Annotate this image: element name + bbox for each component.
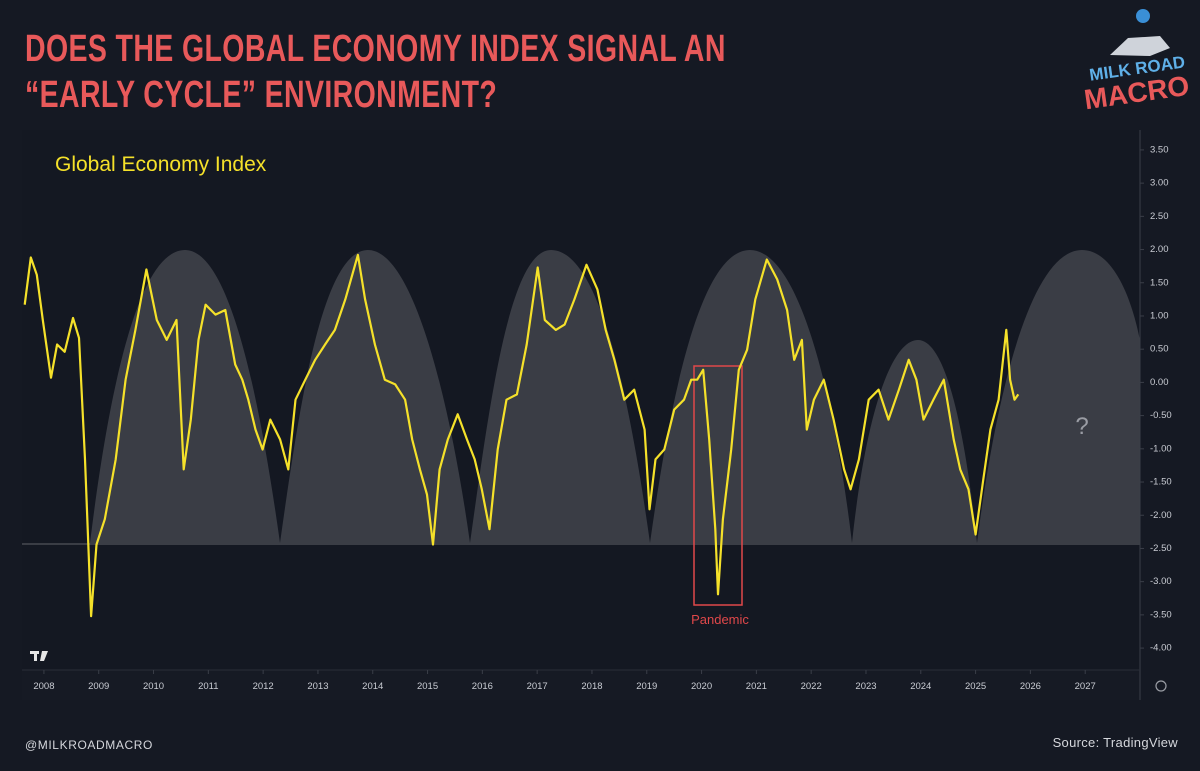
- y-tick-label: 2.00: [1150, 244, 1169, 255]
- x-tick-label: 2011: [198, 681, 218, 692]
- chart-title: DOES THE GLOBAL ECONOMY INDEX SIGNAL AN …: [25, 28, 726, 116]
- y-tick-label: -3.00: [1150, 576, 1172, 587]
- x-axis-band: [22, 670, 1140, 700]
- x-tick-label: 2024: [910, 681, 931, 692]
- x-tick-label: 2021: [746, 681, 767, 692]
- x-tick-label: 2012: [253, 681, 274, 692]
- logo: MILK ROAD MACRO: [1082, 9, 1191, 115]
- x-tick-label: 2013: [307, 681, 328, 692]
- x-tick-label: 2026: [1020, 681, 1041, 692]
- x-tick-label: 2008: [33, 681, 54, 692]
- y-tick-label: 3.50: [1150, 144, 1169, 155]
- x-tick-label: 2027: [1075, 681, 1096, 692]
- y-tick-label: 1.00: [1150, 310, 1169, 321]
- y-tick-label: -3.50: [1150, 609, 1172, 620]
- source: Source: TradingView: [1052, 735, 1178, 750]
- annotation: Pandemic: [691, 612, 749, 627]
- x-tick-label: 2015: [417, 681, 438, 692]
- cycle-arches: [90, 250, 1140, 543]
- y-tick-label: -4.00: [1150, 643, 1172, 654]
- y-tick-label: 2.50: [1150, 211, 1169, 222]
- x-tick-label: 2019: [636, 681, 657, 692]
- tv-logo: [30, 651, 48, 661]
- y-tick-label: 0.00: [1150, 377, 1169, 388]
- x-tick-label: 2020: [691, 681, 712, 692]
- handle: @MILKROADMACRO: [25, 738, 153, 752]
- series-line: [23, 253, 1020, 618]
- x-tick-label: 2017: [527, 681, 548, 692]
- cycle-baseline: [22, 543, 1140, 545]
- y-tick-label: -2.50: [1150, 543, 1172, 554]
- pandemic-box: [693, 365, 743, 606]
- y-tick-label: 3.00: [1150, 178, 1169, 189]
- x-tick-label: 2018: [581, 681, 602, 692]
- x-tick-label: 2009: [88, 681, 109, 692]
- y-tick-label: -0.50: [1150, 410, 1172, 421]
- x-tick-label: 2025: [965, 681, 986, 692]
- y-tick-label: -1.00: [1150, 443, 1172, 454]
- x-tick-label: 2016: [472, 681, 493, 692]
- x-tick-label: 2023: [855, 681, 876, 692]
- x-tick-label: 2010: [143, 681, 164, 692]
- y-tick-label: -2.00: [1150, 510, 1172, 521]
- x-tick-label: 2014: [362, 681, 383, 692]
- y-tick-label: 1.50: [1150, 277, 1169, 288]
- settings-icon[interactable]: [1155, 680, 1167, 692]
- y-tick-label: 0.50: [1150, 344, 1169, 355]
- y-tick-label: -1.50: [1150, 477, 1172, 488]
- x-tick-label: 2022: [801, 681, 822, 692]
- annotation: ?: [1075, 413, 1088, 440]
- legend-label: Global Economy Index: [55, 153, 267, 176]
